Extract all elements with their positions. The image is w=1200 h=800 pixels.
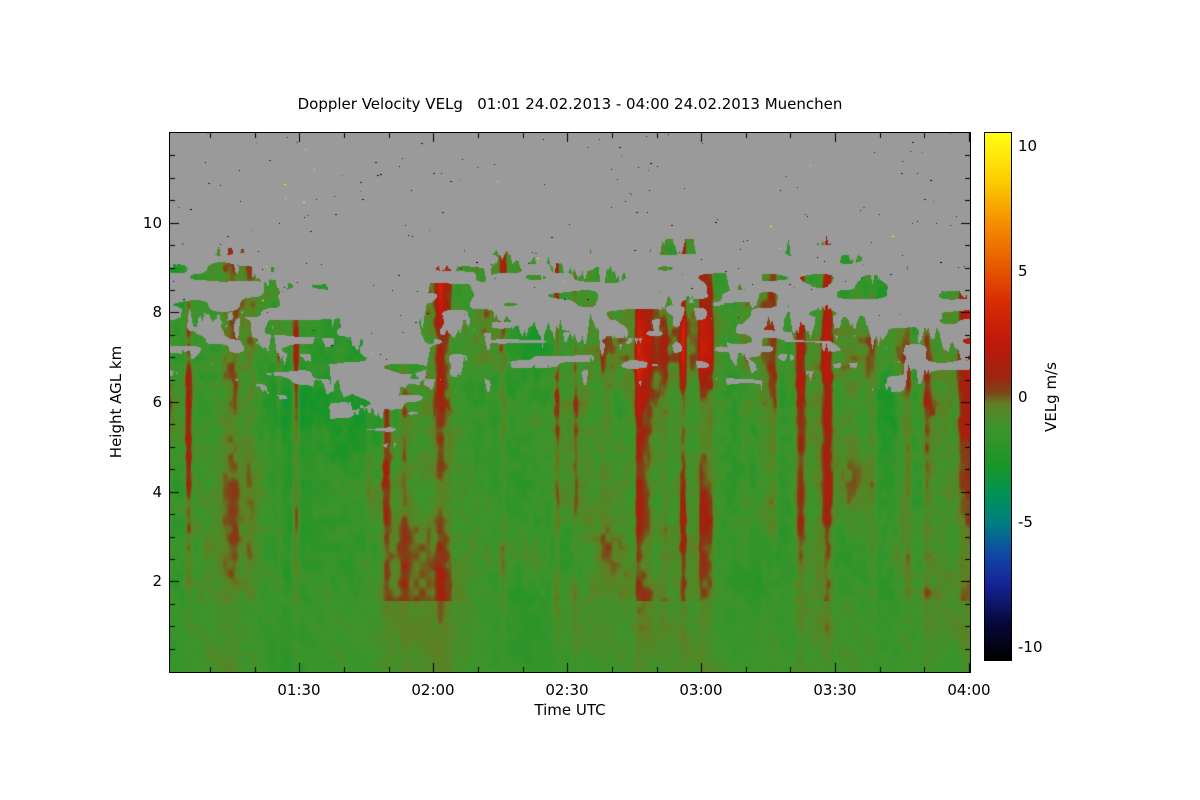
y-tick-label: 4 [152,483,162,501]
y-tick-label: 2 [152,572,162,590]
colorbar-tick-label: 5 [1018,262,1028,280]
x-tick-label: 02:30 [545,681,589,699]
colorbar-tick-label: 10 [1018,137,1038,155]
x-tick-label: 04:00 [947,681,991,699]
colorbar-gradient [985,133,1011,660]
x-tick-label: 02:00 [411,681,455,699]
chart-title: Doppler Velocity VELg 01:01 24.02.2013 -… [297,95,843,113]
y-tick-label: 8 [152,303,162,321]
plot-area [169,132,971,673]
x-tick-label: 03:30 [813,681,857,699]
colorbar [984,132,1012,661]
colorbar-tick-label: -5 [1018,513,1033,531]
y-tick-label: 6 [152,393,162,411]
y-tick-label: 10 [142,214,162,232]
velocity-heatmap-canvas [170,133,970,672]
colorbar-axis-label: VELg m/s [1042,362,1060,432]
x-tick-label: 03:00 [679,681,723,699]
x-axis-label: Time UTC [534,701,606,719]
x-tick-label: 01:30 [277,681,321,699]
colorbar-tick-label: -10 [1018,638,1043,656]
colorbar-tick-label: 0 [1018,388,1028,406]
